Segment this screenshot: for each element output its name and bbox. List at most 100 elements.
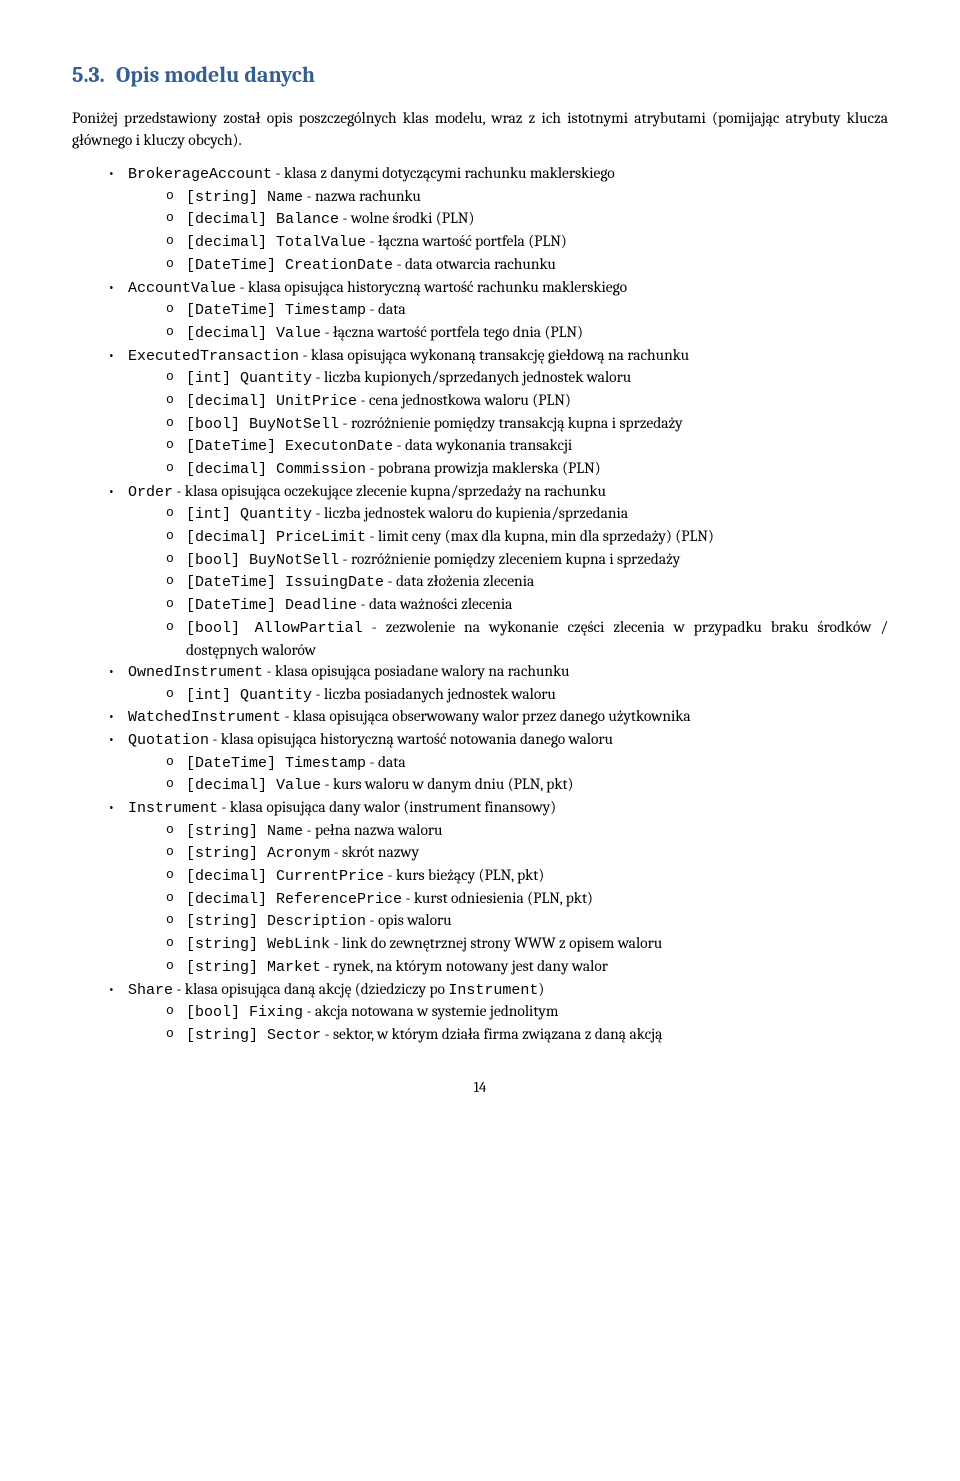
attribute-signature: [string] Name	[186, 189, 303, 206]
attribute-item: [string] WebLink - link do zewnętrznej s…	[166, 933, 888, 956]
attribute-item: [decimal] Commission - pobrana prowizja …	[166, 458, 888, 481]
class-list: BrokerageAccount - klasa z danymi dotycz…	[72, 163, 888, 1047]
attribute-item: [bool] AllowPartial - zezwolenie na wyko…	[166, 617, 888, 661]
attribute-signature: [string] WebLink	[186, 936, 330, 953]
class-desc: - klasa opisująca wykonaną transakcję gi…	[299, 346, 689, 364]
attribute-item: [int] Quantity - liczba posiadanych jedn…	[166, 684, 888, 707]
class-desc: - klasa z danymi dotyczącymi rachunku ma…	[272, 164, 615, 182]
attribute-item: [string] Market - rynek, na którym notow…	[166, 956, 888, 979]
attribute-signature: [DateTime] Deadline	[186, 597, 357, 614]
attribute-item: [DateTime] ExecutonDate - data wykonania…	[166, 435, 888, 458]
class-name: ExecutedTransaction	[128, 348, 299, 365]
attribute-desc: - data złożenia zlecenia	[384, 572, 534, 590]
attribute-desc: - data	[366, 300, 406, 318]
attribute-desc: - skrót nazwy	[330, 843, 419, 861]
class-name: OwnedInstrument	[128, 664, 263, 681]
attribute-desc: - pełna nazwa waloru	[303, 821, 442, 839]
attribute-desc: - opis waloru	[366, 911, 452, 929]
attribute-signature: [string] Description	[186, 913, 366, 930]
attribute-list: [int] Quantity - liczba posiadanych jedn…	[128, 684, 888, 707]
class-tail-rest: )	[538, 980, 544, 998]
attribute-signature: [int] Quantity	[186, 687, 312, 704]
attribute-signature: [decimal] PriceLimit	[186, 529, 366, 546]
intro-paragraph: Poniżej przedstawiony został opis poszcz…	[72, 108, 888, 151]
section-heading: 5.3.Opis modelu danych	[72, 60, 888, 90]
class-item: ExecutedTransaction - klasa opisująca wy…	[108, 345, 888, 481]
attribute-signature: [decimal] Value	[186, 325, 321, 342]
attribute-signature: [string] Name	[186, 823, 303, 840]
class-desc: - klasa opisująca posiadane walory na ra…	[263, 662, 569, 680]
class-desc: - klasa opisująca daną akcję (dziedziczy…	[173, 980, 448, 998]
attribute-item: [string] Acronym - skrót nazwy	[166, 842, 888, 865]
attribute-item: [bool] BuyNotSell - rozróżnienie pomiędz…	[166, 549, 888, 572]
attribute-signature: [bool] Fixing	[186, 1004, 303, 1021]
attribute-signature: [decimal] TotalValue	[186, 234, 366, 251]
attribute-item: [decimal] UnitPrice - cena jednostkowa w…	[166, 390, 888, 413]
class-item: Instrument - klasa opisująca dany walor …	[108, 797, 888, 979]
attribute-signature: [DateTime] Timestamp	[186, 755, 366, 772]
class-tail-code: Instrument	[448, 982, 538, 999]
attribute-desc: - data otwarcia rachunku	[393, 255, 556, 273]
class-desc: - klasa opisująca historyczną wartość no…	[209, 730, 613, 748]
attribute-item: [DateTime] Deadline - data ważności zlec…	[166, 594, 888, 617]
attribute-list: [DateTime] Timestamp - data[decimal] Val…	[128, 299, 888, 344]
attribute-signature: [decimal] ReferencePrice	[186, 891, 402, 908]
attribute-desc: - rozróżnienie pomiędzy zleceniem kupna …	[339, 550, 680, 568]
attribute-desc: - akcja notowana w systemie jednolitym	[303, 1002, 558, 1020]
attribute-item: [bool] BuyNotSell - rozróżnienie pomiędz…	[166, 413, 888, 436]
attribute-signature: [DateTime] ExecutonDate	[186, 438, 393, 455]
attribute-desc: - liczba kupionych/sprzedanych jednostek…	[312, 368, 631, 386]
attribute-desc: - łączna wartość portfela (PLN)	[366, 232, 567, 250]
attribute-desc: - liczba posiadanych jednostek waloru	[312, 685, 556, 703]
attribute-signature: [decimal] Value	[186, 777, 321, 794]
attribute-list: [DateTime] Timestamp - data[decimal] Val…	[128, 752, 888, 797]
attribute-item: [decimal] Balance - wolne środki (PLN)	[166, 208, 888, 231]
attribute-desc: - link do zewnętrznej strony WWW z opise…	[330, 934, 662, 952]
attribute-item: [DateTime] IssuingDate - data złożenia z…	[166, 571, 888, 594]
attribute-item: [int] Quantity - liczba kupionych/sprzed…	[166, 367, 888, 390]
class-name: Instrument	[128, 800, 218, 817]
class-name: AccountValue	[128, 280, 236, 297]
attribute-signature: [decimal] Balance	[186, 211, 339, 228]
attribute-desc: - nazwa rachunku	[303, 187, 421, 205]
class-item: BrokerageAccount - klasa z danymi dotycz…	[108, 163, 888, 276]
class-name: BrokerageAccount	[128, 166, 272, 183]
attribute-item: [DateTime] CreationDate - data otwarcia …	[166, 254, 888, 277]
attribute-item: [decimal] TotalValue - łączna wartość po…	[166, 231, 888, 254]
attribute-item: [int] Quantity - liczba jednostek waloru…	[166, 503, 888, 526]
class-item: WatchedInstrument - klasa opisująca obse…	[108, 706, 888, 729]
attribute-signature: [string] Sector	[186, 1027, 321, 1044]
attribute-desc: - rynek, na którym notowany jest dany wa…	[321, 957, 608, 975]
attribute-signature: [bool] BuyNotSell	[186, 416, 339, 433]
class-desc: - klasa opisująca historyczną wartość ra…	[236, 278, 627, 296]
class-item: OwnedInstrument - klasa opisująca posiad…	[108, 661, 888, 706]
attribute-desc: - kurs waloru w danym dniu (PLN, pkt)	[321, 775, 573, 793]
attribute-item: [bool] Fixing - akcja notowana w systemi…	[166, 1001, 888, 1024]
attribute-item: [string] Sector - sektor, w którym dział…	[166, 1024, 888, 1047]
class-name: Share	[128, 982, 173, 999]
attribute-desc: - data wykonania transakcji	[393, 436, 572, 454]
attribute-desc: - pobrana prowizja maklerska (PLN)	[366, 459, 601, 477]
attribute-desc: - kurs bieżący (PLN, pkt)	[384, 866, 544, 884]
attribute-desc: - kurst odniesienia (PLN, pkt)	[402, 889, 593, 907]
attribute-desc: - data ważności zlecenia	[357, 595, 512, 613]
class-item: Order - klasa opisująca oczekujące zlece…	[108, 481, 888, 661]
attribute-desc: - łączna wartość portfela tego dnia (PLN…	[321, 323, 583, 341]
attribute-signature: [decimal] UnitPrice	[186, 393, 357, 410]
attribute-desc: - liczba jednostek waloru do kupienia/sp…	[312, 504, 628, 522]
class-item: Share - klasa opisująca daną akcję (dzie…	[108, 979, 888, 1047]
class-desc: - klasa opisująca dany walor (instrument…	[218, 798, 556, 816]
attribute-list: [string] Name - nazwa rachunku [decimal] …	[128, 186, 888, 277]
class-name: Order	[128, 484, 173, 501]
attribute-signature: [DateTime] CreationDate	[186, 257, 393, 274]
attribute-item: [string] Description - opis waloru	[166, 910, 888, 933]
attribute-signature: [string] Acronym	[186, 845, 330, 862]
attribute-item: [DateTime] Timestamp - data	[166, 752, 888, 775]
attribute-desc: - data	[366, 753, 406, 771]
attribute-list: [int] Quantity - liczba jednostek waloru…	[128, 503, 888, 661]
attribute-item: [decimal] Value - kurs waloru w danym dn…	[166, 774, 888, 797]
attribute-desc: - limit ceny (max dla kupna, min dla spr…	[366, 527, 714, 545]
attribute-item: [decimal] CurrentPrice - kurs bieżący (P…	[166, 865, 888, 888]
attribute-desc: - cena jednostkowa waloru (PLN)	[357, 391, 571, 409]
attribute-signature: [DateTime] IssuingDate	[186, 574, 384, 591]
